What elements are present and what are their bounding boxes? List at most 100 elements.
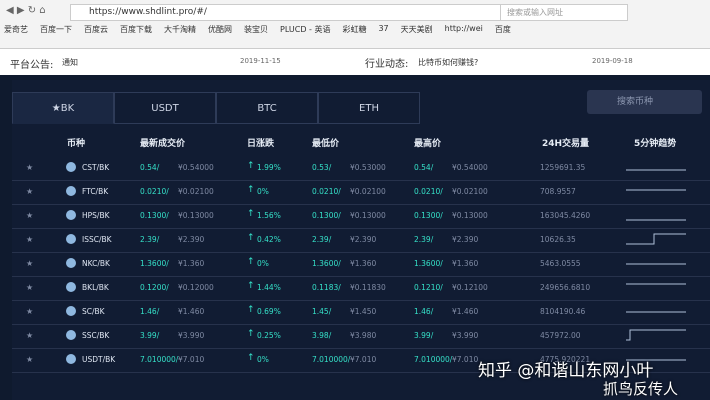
favorite-star[interactable]: ★ [26, 187, 34, 196]
price-cny: ¥2.390 [178, 235, 205, 244]
market-row[interactable]: ★ NKC/BK 1.3600/ ¥1.360 1.3600/ ¥1.360 1.3600/… [12, 252, 710, 277]
market-row[interactable]: ★ HPS/BK 0.1300/ ¥0.13000 0.1300/ ¥0.13000 0.1… [12, 204, 710, 229]
bookmark[interactable]: 大千淘精 [164, 25, 196, 34]
daily-change: 1.99% [257, 163, 281, 172]
daily-change: 1.44% [257, 283, 281, 292]
favorite-star[interactable]: ★ [26, 283, 34, 292]
volume: 4775.920221 [540, 355, 591, 364]
bookmark[interactable]: 百度下载 [120, 25, 152, 34]
price-cny: ¥0.13000 [178, 211, 214, 220]
nav-buttons[interactable]: ◀ ▶ ↻ ⌂ [6, 5, 46, 16]
market-row[interactable]: ★ SSC/BK 3.99/ ¥3.990 3.98/ ¥3.980 3.99/ ¥3.990… [12, 324, 710, 349]
low-cny: ¥7.010 [350, 355, 377, 364]
column-header: 最新成交价 [140, 139, 186, 149]
news-label: 行业动态: [365, 59, 409, 70]
coin-pair[interactable]: NKC/BK [82, 259, 110, 268]
favorite-star[interactable]: ★ [26, 211, 34, 220]
trend-line [626, 329, 686, 341]
high-cny: ¥0.12100 [452, 283, 488, 292]
bookmark[interactable]: 爱奇艺 [4, 25, 28, 34]
price-value: 1.46/ [140, 307, 160, 316]
coin-icon [66, 186, 76, 196]
bookmark[interactable]: 百度 [494, 25, 511, 34]
bookmarks-bar: 爱奇艺 百度一下 百度云 百度下载 大千淘精 优酷网 装宝贝 PLUCD - 英语 彩虹糖 37 天… [4, 24, 511, 35]
daily-change: 1.56% [257, 211, 281, 220]
volume: 249656.6810 [540, 283, 591, 292]
bookmark[interactable]: 装宝贝 [244, 25, 268, 34]
price-value: 0.1300/ [140, 211, 169, 220]
coin-icon [66, 330, 76, 340]
volume: 457972.00 [540, 331, 581, 340]
low-cny: ¥1.360 [350, 259, 377, 268]
volume: 5463.0555 [540, 259, 581, 268]
coin-pair[interactable]: FTC/BK [82, 187, 109, 196]
coin-search[interactable]: 搜索币种 [587, 90, 702, 114]
market-tab[interactable]: BTC [216, 92, 318, 124]
price-cny: ¥0.02100 [178, 187, 214, 196]
high-value: 0.54/ [414, 163, 434, 172]
bookmark[interactable]: 百度云 [84, 25, 108, 34]
coin-pair[interactable]: BKL/BK [82, 283, 109, 292]
low-cny: ¥0.02100 [350, 187, 386, 196]
daily-change: 0% [257, 355, 269, 364]
market-tab[interactable]: ★BK [12, 92, 114, 124]
coin-pair[interactable]: SSC/BK [82, 331, 110, 340]
price-cny: ¥7.010 [178, 355, 205, 364]
low-value: 0.1183/ [312, 283, 341, 292]
market-row[interactable]: ★ ISSC/BK 2.39/ ¥2.390 2.39/ ¥2.390 2.39/ ¥2.39… [12, 228, 710, 253]
favorite-star[interactable]: ★ [26, 235, 34, 244]
market-row[interactable]: ★ CST/BK 0.54/ ¥0.54000 0.53/ ¥0.53000 0.54/ ¥0… [12, 156, 710, 181]
bookmark[interactable]: 37 [378, 24, 389, 33]
change-arrow: ↑ [247, 161, 255, 171]
favorite-star[interactable]: ★ [26, 307, 34, 316]
browser-chrome: ◀ ▶ ↻ ⌂ https://www.shdlint.pro/#/ 搜索或输入… [0, 0, 710, 49]
low-cny: ¥2.390 [350, 235, 377, 244]
browser-search[interactable]: 搜索或输入网址 [500, 4, 628, 21]
trend-line [626, 233, 686, 245]
favorite-star[interactable]: ★ [26, 355, 34, 364]
notice-bar: 平台公告: 通知 2019-11-15 行业动态: 比特币如何赚钱? 2019-… [0, 49, 710, 75]
market-row[interactable]: ★ BKL/BK 0.1200/ ¥0.12000 0.1183/ ¥0.11830 0.1… [12, 276, 710, 301]
favorite-star[interactable]: ★ [26, 259, 34, 268]
price-value: 7.010000/ [140, 355, 179, 364]
coin-pair[interactable]: ISSC/BK [82, 235, 112, 244]
bookmark[interactable]: 百度一下 [40, 25, 72, 34]
coin-icon [66, 210, 76, 220]
column-header: 24H交易量 [542, 139, 590, 149]
low-value: 0.1300/ [312, 211, 341, 220]
price-value: 0.54/ [140, 163, 160, 172]
bookmark[interactable]: 天天美剧 [400, 25, 433, 34]
low-cny: ¥1.450 [350, 307, 377, 316]
coin-pair[interactable]: SC/BK [82, 307, 105, 316]
daily-change: 0% [257, 187, 269, 196]
bookmark[interactable]: PLUCD - 英语 [280, 25, 331, 34]
favorite-star[interactable]: ★ [26, 163, 34, 172]
low-value: 1.3600/ [312, 259, 341, 268]
coin-pair[interactable]: USDT/BK [82, 355, 116, 364]
trend-sparkline [626, 359, 686, 361]
low-value: 3.98/ [312, 331, 332, 340]
market-tab[interactable]: USDT [114, 92, 216, 124]
trend-sparkline [626, 329, 686, 341]
price-value: 0.0210/ [140, 187, 169, 196]
notice-text[interactable]: 通知 [62, 58, 78, 67]
low-value: 7.010000/ [312, 355, 351, 364]
high-cny: ¥0.02100 [452, 187, 488, 196]
address-bar[interactable]: https://www.shdlint.pro/#/ [70, 4, 510, 21]
market-row[interactable]: ★ SC/BK 1.46/ ¥1.460 1.45/ ¥1.450 1.46/ ¥1.460 ↑… [12, 300, 710, 325]
news-text[interactable]: 比特币如何赚钱? [418, 58, 479, 67]
market-tab[interactable]: ETH [318, 92, 420, 124]
bookmark[interactable]: 彩虹糖 [342, 25, 367, 34]
favorite-star[interactable]: ★ [26, 331, 34, 340]
trend-sparkline [626, 311, 686, 313]
market-row[interactable]: ★ FTC/BK 0.0210/ ¥0.02100 0.0210/ ¥0.02100 0.0… [12, 180, 710, 205]
bookmark[interactable]: http://wei [444, 24, 483, 33]
high-value: 0.0210/ [414, 187, 443, 196]
coin-pair[interactable]: HPS/BK [82, 211, 110, 220]
high-cny: ¥2.390 [452, 235, 479, 244]
bookmark[interactable]: 优酷网 [208, 25, 232, 34]
price-cny: ¥1.460 [178, 307, 205, 316]
coin-pair[interactable]: CST/BK [82, 163, 110, 172]
market-row[interactable]: ★ USDT/BK 7.010000/¥7.010 7.010000/¥7.010 7.… [12, 348, 710, 373]
volume: 10626.35 [540, 235, 576, 244]
